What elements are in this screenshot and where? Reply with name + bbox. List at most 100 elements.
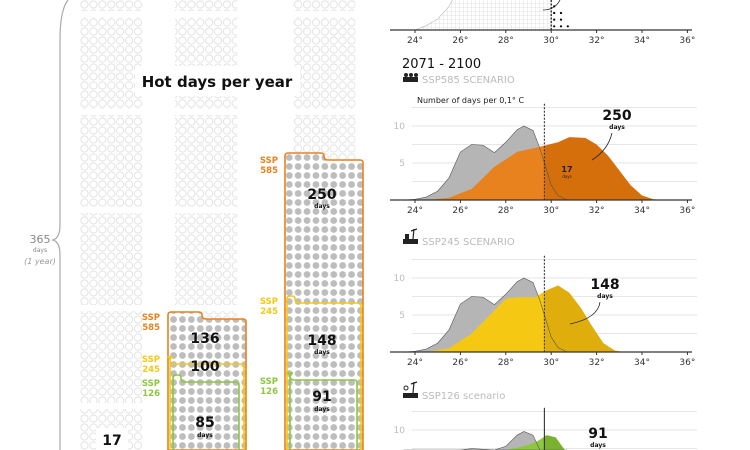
baseline-days-value: 17 <box>102 433 121 449</box>
year-value: 365 <box>30 233 51 246</box>
chart-2: 5 10 <box>394 255 697 353</box>
scenario-area <box>426 291 545 352</box>
day-block <box>80 115 143 207</box>
hot-day-dot <box>566 25 569 28</box>
x-tick-label: 26° <box>452 206 468 216</box>
ssp585-icon <box>403 73 418 82</box>
col3-ssp126-value: 91 <box>312 389 331 405</box>
ssp245-annotation-unit: days <box>597 293 613 300</box>
chart-1: 5 10 <box>394 103 697 201</box>
scenario-area <box>437 436 545 450</box>
hot-day-dot <box>553 11 556 15</box>
hot-day-dot <box>553 18 556 21</box>
day-block <box>80 311 143 403</box>
x-tick-label: 36° <box>679 206 695 216</box>
page-title: Hot days per year <box>142 73 293 91</box>
period-label: 2071 - 2100 <box>402 57 481 72</box>
hot-day-dot <box>559 25 563 28</box>
col3-ssp245-label: SSP 245 <box>260 297 278 317</box>
x-tick-label: 30° <box>543 358 559 368</box>
ssp585-small-annotation-unit: days <box>562 174 571 179</box>
year-note: (1 year) <box>24 257 56 266</box>
x-tick-label: 24° <box>407 36 423 46</box>
temperature-distribution-charts: 24° 26° 28° 30° 32° 34° 36° 5 10 24° 26° 28° 30° 32° 3… <box>390 0 697 450</box>
col3-ssp245-value: 148 <box>307 333 336 349</box>
ssp126-annotation-value: 91 <box>588 426 607 442</box>
ssp585-scenario-title: SSP585 SCENARIO <box>422 75 515 86</box>
ssp585-annotation-value: 250 <box>602 108 631 124</box>
ssp585-ylabel: Number of days per 0,1° C <box>417 96 524 105</box>
x-tick-label: 28° <box>498 36 514 46</box>
y-tick-label: 10 <box>394 426 406 436</box>
ssp126-scenario-title: SSP126 scenario <box>422 391 505 402</box>
chart-3: 10 <box>394 407 697 450</box>
ssp245-annotation-value: 148 <box>590 277 619 293</box>
ssp245-icon <box>403 228 418 244</box>
day-block <box>293 17 356 109</box>
scenario-box <box>167 311 247 450</box>
scenario-area-above-threshold <box>544 137 665 200</box>
day-block <box>175 115 238 207</box>
x-tick-label: 26° <box>452 358 468 368</box>
y-tick-label: 10 <box>394 274 406 284</box>
scenario-area <box>426 145 545 200</box>
col3-ssp245-unit: days <box>314 349 330 356</box>
ssp245-scenario-title: SSP245 SCENARIO <box>422 237 515 248</box>
col2-ssp126-unit: days <box>197 432 213 439</box>
historical-outline <box>403 431 568 450</box>
hot-day-dot <box>559 18 563 21</box>
annotation-arrow <box>542 0 561 11</box>
historical-outline <box>403 125 568 201</box>
col2-ssp585-value: 136 <box>190 331 219 347</box>
x-tick-label: 32° <box>589 358 605 368</box>
year-unit: days <box>33 247 47 254</box>
x-tick-label: 24° <box>407 358 423 368</box>
x-tick-label: 24° <box>407 206 423 216</box>
col3-ssp585-value: 250 <box>307 187 336 203</box>
ssp126-icon <box>403 381 418 398</box>
ssp245-annotation-arrow <box>569 301 601 325</box>
scenario-box <box>166 356 245 450</box>
col2-ssp245-value: 100 <box>190 359 219 375</box>
day-block <box>80 213 143 305</box>
y-tick-label: 10 <box>394 122 406 132</box>
scenario-box <box>286 295 362 450</box>
day-block <box>80 17 143 109</box>
x-tick-label: 26° <box>452 36 468 46</box>
ssp126-annotation-unit: days <box>590 442 606 449</box>
hot-day-dot <box>553 25 556 28</box>
x-tick-label: 34° <box>634 358 650 368</box>
ssp585-annotation-unit: days <box>609 124 625 131</box>
col3-ssp126-unit: days <box>314 406 330 413</box>
year-brace <box>50 0 69 450</box>
ssp585-small-annotation-value: 17 <box>561 165 572 174</box>
scenario-area-above-threshold <box>544 285 624 352</box>
historical-grid-area <box>414 0 552 31</box>
x-tick-label: 34° <box>634 36 650 46</box>
col2-ssp585-label: SSP 585 <box>142 313 160 333</box>
x-tick-label: 34° <box>634 206 650 216</box>
historical-area <box>403 431 568 450</box>
scenario-boxes <box>166 152 364 450</box>
col2-ssp126-label: SSP 126 <box>142 379 160 399</box>
scenario-box <box>284 152 364 450</box>
x-tick-label: 36° <box>679 358 695 368</box>
x-tick-label: 28° <box>498 358 514 368</box>
y-tick-label: 5 <box>399 159 405 169</box>
scenario-area-above-threshold <box>544 435 604 450</box>
col2-ssp126-value: 85 <box>195 415 214 431</box>
x-tick-label: 32° <box>589 206 605 216</box>
x-tick-label: 32° <box>589 36 605 46</box>
x-tick-label: 30° <box>543 206 559 216</box>
ssp585-annotation-arrow <box>591 132 613 161</box>
col3-ssp585-label: SSP 585 <box>260 156 278 176</box>
y-tick-label: 5 <box>399 311 405 321</box>
x-tick-label: 36° <box>679 36 695 46</box>
col3-ssp126-label: SSP 126 <box>260 377 278 397</box>
scenario-box <box>286 372 358 450</box>
day-block <box>175 213 238 305</box>
day-block <box>80 0 143 11</box>
x-tick-label: 28° <box>498 206 514 216</box>
historical-outline <box>403 277 568 353</box>
